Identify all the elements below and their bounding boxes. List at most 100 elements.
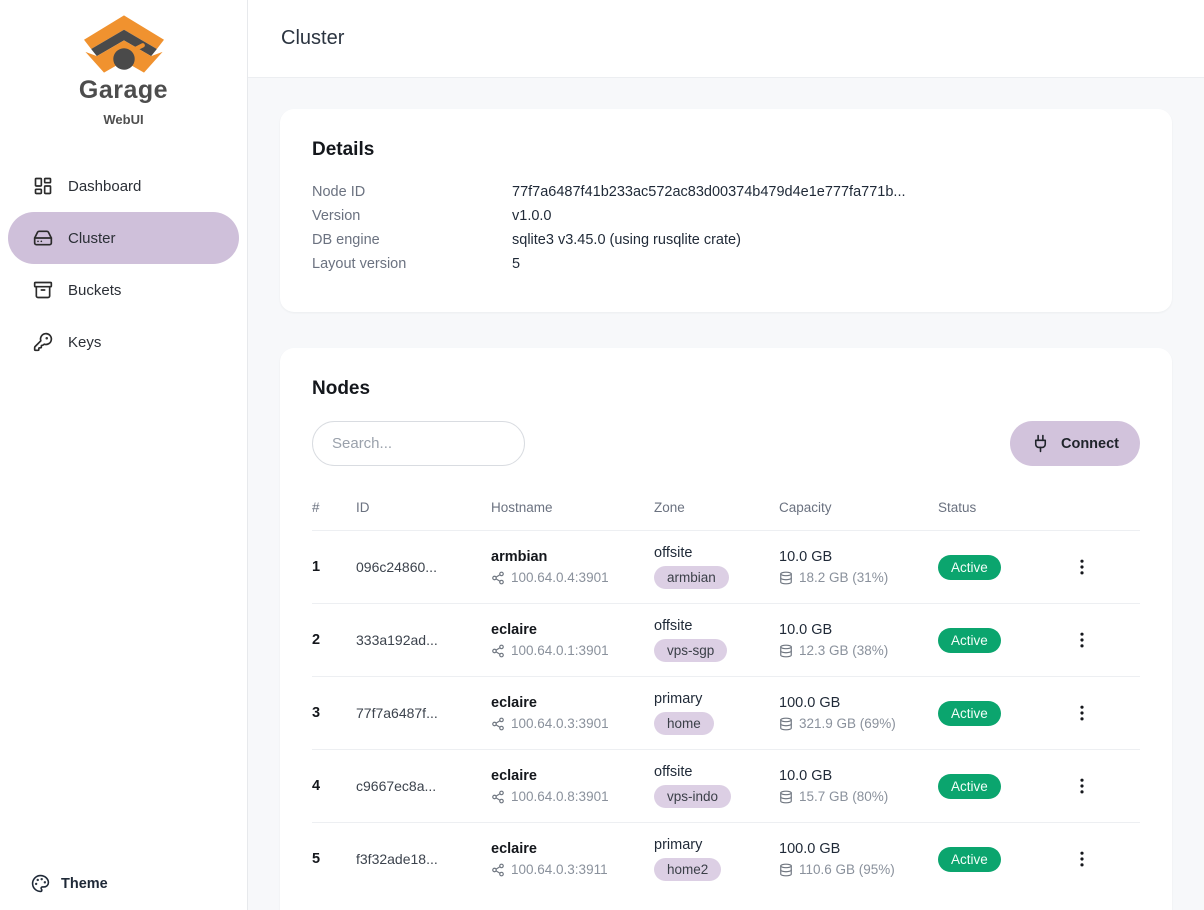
node-id: 77f7a6487f... — [356, 676, 491, 750]
node-actions-cell — [1068, 822, 1140, 895]
node-id: 333a192ad... — [356, 603, 491, 677]
database-icon — [779, 790, 793, 804]
connect-button-label: Connect — [1061, 435, 1119, 452]
page-title: Cluster — [281, 27, 345, 49]
column-header-zone: Zone — [654, 500, 685, 515]
column-header-id: ID — [356, 500, 370, 515]
node-usage-line: 321.9 GB (69%) — [779, 716, 938, 731]
details-title: Details — [312, 139, 375, 160]
sidebar-item-buckets[interactable]: Buckets — [8, 264, 239, 316]
node-address-line: 100.64.0.3:3911 — [491, 862, 654, 877]
column-header-actions — [1068, 488, 1140, 531]
node-id: f3f32ade18... — [356, 822, 491, 895]
node-index: 2 — [312, 603, 356, 677]
node-zone-cell: offsite armbian — [654, 530, 779, 604]
row-menu-button[interactable] — [1068, 626, 1096, 654]
node-index: 1 — [312, 530, 356, 604]
plug-icon — [1031, 434, 1050, 453]
node-zone-tag-badge: vps-sgp — [654, 639, 728, 662]
node-capacity-cell: 10.0 GB 12.3 GB (38%) — [779, 603, 938, 677]
share-network-icon — [491, 790, 505, 804]
main-area: Cluster Details Node ID 77f7a6487f41b233… — [248, 0, 1204, 910]
nodes-toolbar: Connect — [312, 421, 1140, 466]
brand-area: Garage WebUI — [0, 0, 247, 127]
node-hostname: eclaire — [491, 841, 537, 857]
node-actions-cell — [1068, 530, 1140, 604]
nodes-title: Nodes — [312, 378, 371, 399]
node-zone: offsite — [654, 764, 693, 780]
sidebar-item-keys[interactable]: Keys — [8, 316, 239, 368]
sidebar: Garage WebUI Dashboard Cluster Bucket — [0, 0, 248, 910]
node-capacity: 10.0 GB — [779, 768, 833, 784]
node-address: 100.64.0.3:3911 — [511, 862, 608, 877]
node-zone-tag-badge: armbian — [654, 566, 729, 589]
node-index: 4 — [312, 749, 356, 823]
hard-drive-icon — [33, 228, 53, 248]
node-capacity: 10.0 GB — [779, 549, 833, 565]
database-icon — [779, 644, 793, 658]
node-zone-cell: offsite vps-sgp — [654, 603, 779, 677]
nodes-table-header-row: # ID Hostname Zone Capacity Status — [312, 488, 1140, 531]
node-usage-line: 18.2 GB (31%) — [779, 570, 938, 585]
archive-box-icon — [33, 280, 53, 300]
node-zone-tag-badge: vps-indo — [654, 785, 732, 808]
node-hostname-cell: eclaire 100.64.0.8:3901 — [491, 749, 654, 823]
details-field-row: Layout version 5 — [312, 252, 1140, 276]
node-id: c9667ec8a... — [356, 749, 491, 823]
database-icon — [779, 717, 793, 731]
node-row[interactable]: 4 c9667ec8a... eclaire 100.64.0.8:3901 — [312, 749, 1140, 823]
column-header-index: # — [312, 500, 320, 515]
node-address: 100.64.0.3:3901 — [511, 716, 609, 731]
sidebar-item-label: Keys — [68, 333, 102, 351]
node-row[interactable]: 3 77f7a6487f... eclaire 100.64.0.3:3901 — [312, 676, 1140, 750]
node-address-line: 100.64.0.3:3901 — [491, 716, 654, 731]
share-network-icon — [491, 571, 505, 585]
node-zone-cell: primary home2 — [654, 822, 779, 895]
row-menu-button[interactable] — [1068, 553, 1096, 581]
node-row[interactable]: 1 096c24860... armbian 100.64.0.4:3901 — [312, 530, 1140, 604]
dashboard-icon — [33, 176, 53, 196]
node-status-cell: Active — [938, 749, 1068, 823]
search-input[interactable] — [312, 421, 525, 466]
node-index: 3 — [312, 676, 356, 750]
row-menu-button[interactable] — [1068, 845, 1096, 873]
node-address-line: 100.64.0.1:3901 — [491, 643, 654, 658]
node-hostname: eclaire — [491, 695, 537, 711]
node-usage: 110.6 GB (95%) — [799, 862, 895, 877]
node-address-line: 100.64.0.8:3901 — [491, 789, 654, 804]
field-value: sqlite3 v3.45.0 (using rusqlite crate) — [512, 232, 741, 248]
nodes-table: # ID Hostname Zone Capacity Status — [312, 488, 1140, 895]
node-capacity: 10.0 GB — [779, 622, 833, 638]
connect-button[interactable]: Connect — [1010, 421, 1140, 466]
node-status-cell: Active — [938, 530, 1068, 604]
node-usage-line: 110.6 GB (95%) — [779, 862, 938, 877]
sidebar-item-cluster[interactable]: Cluster — [8, 212, 239, 264]
node-status-cell: Active — [938, 603, 1068, 677]
node-capacity-cell: 100.0 GB 321.9 GB (69%) — [779, 676, 938, 750]
node-usage-line: 12.3 GB (38%) — [779, 643, 938, 658]
node-actions-cell — [1068, 603, 1140, 677]
node-zone: primary — [654, 837, 703, 853]
status-badge: Active — [938, 846, 1001, 872]
ellipsis-vertical-icon — [1072, 630, 1092, 650]
row-menu-button[interactable] — [1068, 772, 1096, 800]
node-actions-cell — [1068, 749, 1140, 823]
field-value: 5 — [512, 256, 521, 272]
sidebar-item-dashboard[interactable]: Dashboard — [8, 160, 239, 212]
node-id: 096c24860... — [356, 530, 491, 604]
node-usage-line: 15.7 GB (80%) — [779, 789, 938, 804]
node-row[interactable]: 5 f3f32ade18... eclaire 100.64.0.3:3911 — [312, 822, 1140, 895]
node-zone-cell: offsite vps-indo — [654, 749, 779, 823]
node-address: 100.64.0.4:3901 — [511, 570, 609, 585]
theme-toggle[interactable]: Theme — [31, 874, 108, 893]
node-zone-tag-badge: home — [654, 712, 714, 735]
field-label: Node ID — [312, 184, 366, 200]
node-usage: 321.9 GB (69%) — [799, 716, 896, 731]
palette-icon — [31, 874, 50, 893]
row-menu-button[interactable] — [1068, 699, 1096, 727]
node-row[interactable]: 2 333a192ad... eclaire 100.64.0.1:3901 — [312, 603, 1140, 677]
node-address: 100.64.0.1:3901 — [511, 643, 609, 658]
sidebar-nav: Dashboard Cluster Buckets Keys — [0, 160, 247, 368]
field-label: Version — [312, 208, 361, 224]
